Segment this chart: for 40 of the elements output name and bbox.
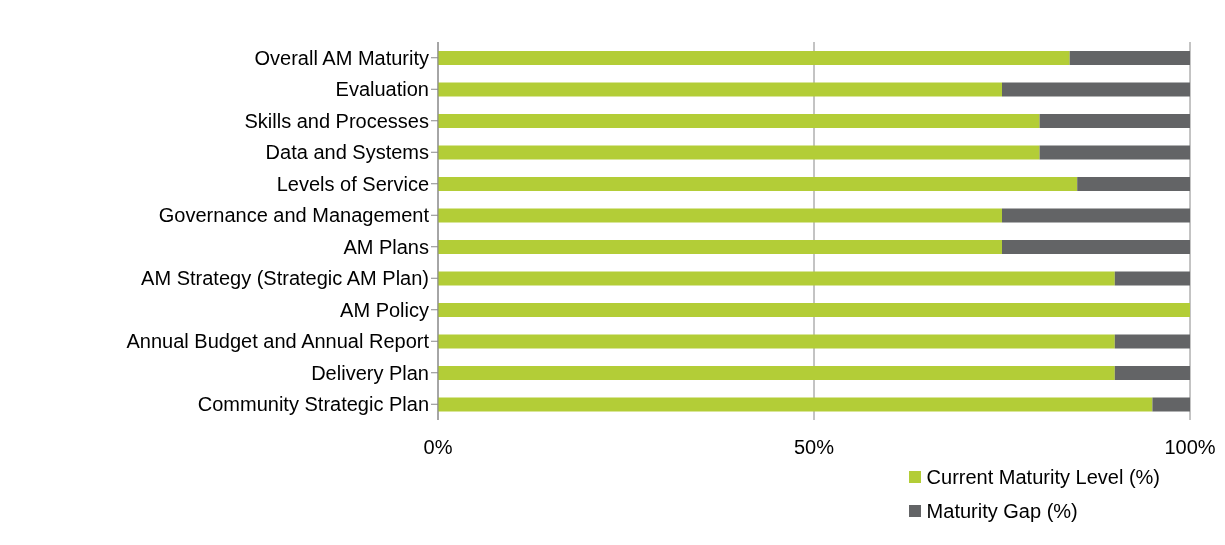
x-tick-label: 50%: [793, 436, 835, 459]
y-tick-label: Data and Systems: [265, 141, 429, 164]
y-tick-label: Levels of Service: [276, 172, 429, 195]
bar: [1039, 145, 1190, 160]
bar: [438, 145, 1040, 160]
bar: [438, 177, 1078, 191]
bar: [1039, 114, 1190, 128]
bar: [1114, 366, 1190, 380]
bar: [438, 271, 1115, 286]
bar: [438, 334, 1115, 349]
bar: [1069, 51, 1190, 65]
x-tick-label: 100%: [1164, 436, 1216, 459]
bar: [1077, 177, 1190, 191]
y-tick-label: Overall AM Maturity: [254, 46, 429, 69]
bar: [438, 397, 1153, 412]
y-tick-label: AM Strategy (Strategic AM Plan): [141, 267, 429, 290]
y-tick-label: AM Plans: [343, 235, 429, 258]
y-tick-label: Evaluation: [335, 78, 429, 101]
x-tick-label: 0%: [423, 436, 453, 459]
bar: [438, 303, 1190, 317]
y-tick-label: AM Policy: [340, 298, 429, 321]
y-tick-label: Delivery Plan: [311, 361, 429, 384]
y-tick-label: Governance and Management: [158, 204, 430, 227]
bar: [438, 208, 1002, 223]
legend-label: Current Maturity Level (%): [926, 465, 1160, 489]
bar: [438, 366, 1115, 380]
bar: [1152, 397, 1190, 412]
bar: [438, 51, 1070, 65]
bar: [1002, 208, 1190, 223]
y-tick-label: Community Strategic Plan: [197, 393, 429, 416]
legend-label: Maturity Gap (%): [926, 499, 1078, 523]
bar: [438, 114, 1040, 128]
bar: [1002, 240, 1190, 254]
bar: [438, 82, 1002, 97]
bar: [1114, 334, 1190, 349]
bar: [1002, 82, 1190, 97]
y-tick-label: Skills and Processes: [244, 109, 429, 132]
y-tick-label: Annual Budget and Annual Report: [126, 330, 430, 353]
bar: [438, 240, 1002, 254]
bar: [1114, 271, 1190, 286]
